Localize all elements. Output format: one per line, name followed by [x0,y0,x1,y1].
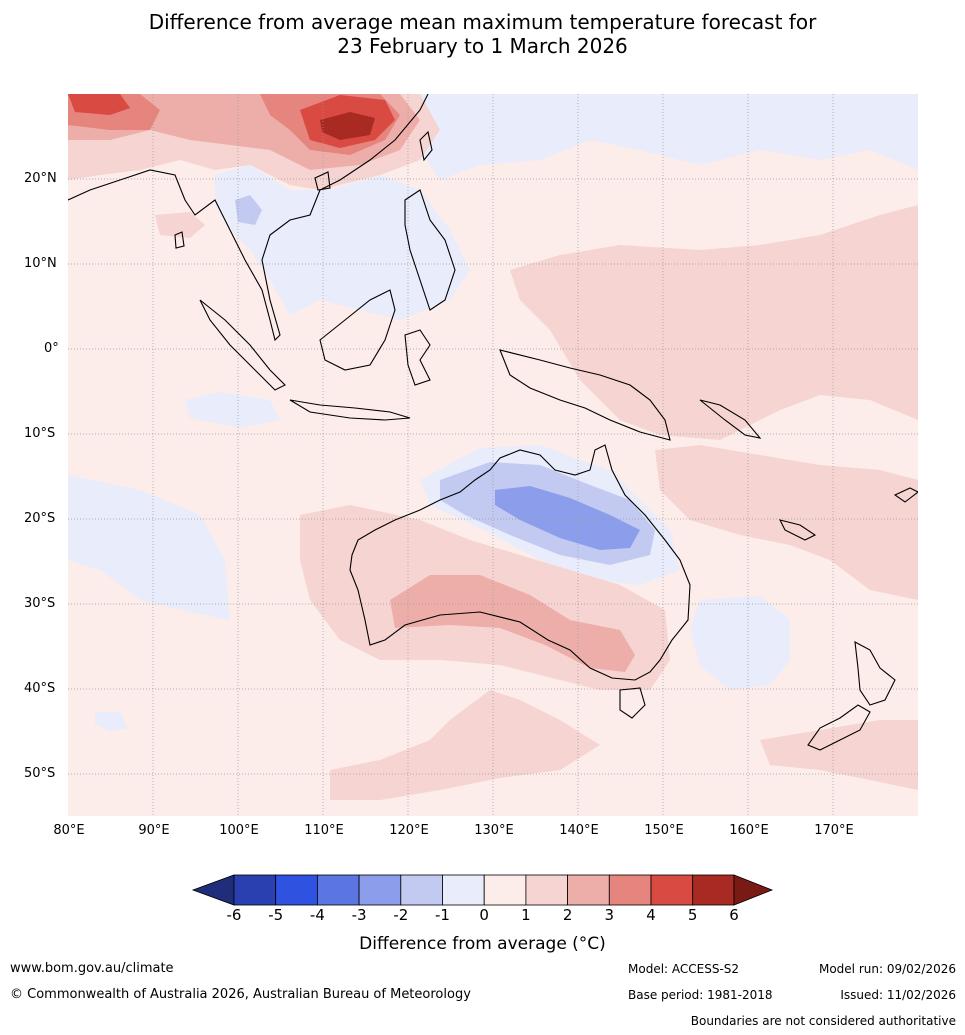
warm-region-china-core [320,112,375,140]
cool-region-indian-ocean-south [68,475,230,620]
lon-label-140e: 140°E [559,823,599,838]
title-line-2: 23 February to 1 March 2026 [337,34,628,58]
colorbar-bin-pos1 [525,874,569,906]
coastline-sulawesi [404,329,431,386]
cool-region-tasman-sea [690,596,790,690]
warm-region-western-pacific [510,205,918,440]
colorbar-label: Difference from average (°C) [359,934,606,954]
cool-region-indian-ocean-east [185,392,280,428]
colorbar [191,874,774,906]
colorbar-tick: -4 [309,906,325,924]
coastline-new-zealand-south [807,704,871,751]
model-run-date: Model run: 09/02/2026 [818,962,956,976]
graticule [68,94,918,816]
lon-label-150e: 150°E [644,823,684,838]
website-link[interactable]: www.bom.gov.au/climate [10,961,174,976]
lon-label-120e: 120°E [389,823,429,838]
lon-label-160e: 160°E [729,823,769,838]
coastline-fiji [893,487,918,503]
cool-region-indochina [235,195,262,225]
colorbar-bin-neg5 [275,874,318,906]
coastline-sri-lanka [174,231,185,249]
cool-region-south-china-sea [215,165,470,320]
coastline-philippines [404,189,456,311]
colorbar-tick: 5 [687,906,698,924]
colorbar-bin-neg3 [358,874,402,906]
warm-region-coral-sea [655,445,918,600]
colorbar-tick: 1 [521,906,531,924]
warm-region-himalaya-inner [68,94,130,115]
cool-region-australia-ring-2 [495,486,640,550]
colorbar-bin-neg4 [316,874,360,906]
coastline-new-caledonia [778,519,817,541]
colorbar-tick: 2 [562,906,573,924]
coastlines [68,94,918,751]
colorbar-bin-pos0 [483,874,527,906]
lon-label-170e: 170°E [814,823,854,838]
colorbar-tick: -5 [268,906,284,924]
colorbar-bin-neg1 [442,874,485,906]
lat-label-0: 0° [44,341,59,356]
issued-date: Issued: 11/02/2026 [840,988,956,1002]
lat-label-30s: 30°S [24,596,56,611]
colorbar-bin-pos3 [608,874,652,906]
colorbar-extend-high [733,874,774,906]
copyright-text: © Commonwealth of Australia 2026, Austra… [10,987,471,1002]
lat-label-20s: 20°S [24,511,56,526]
model-name: Model: ACCESS-S2 [628,962,740,976]
lon-label-100e: 100°E [219,823,259,838]
lon-label-80e: 80°E [53,823,85,838]
coastline-hainan [314,171,331,191]
lat-label-20n: 20°N [24,171,57,186]
coastline-sumatra [199,299,286,391]
cool-region-north-pacific [420,94,918,180]
lat-label-40s: 40°S [24,681,56,696]
coastline-asia-mainland [68,94,429,342]
warm-region-sri-lanka-bay [155,212,205,238]
colorbar-bin-pos5 [692,874,735,906]
coastline-new-guinea [499,349,671,441]
colorbar-tick: 6 [729,906,739,924]
lat-label-50s: 50°S [24,766,56,781]
coastline-java [289,399,411,421]
colorbar-bin-pos4 [650,874,694,906]
boundaries-disclaimer: Boundaries are not considered authoritat… [690,1014,956,1028]
colorbar-tick: -1 [435,906,450,924]
colorbar-bin-neg6 [233,874,277,906]
lon-label-130e: 130°E [474,823,514,838]
warm-region-southern-ocean-west [330,690,600,800]
warm-region-south-australia-core [390,575,635,672]
lon-label-90e: 90°E [138,823,170,838]
colorbar-bin-pos2 [567,874,610,906]
colorbar-tick: -3 [351,906,367,924]
colorbar-tick: 4 [646,906,656,924]
cool-region-great-australian-bight [95,712,128,732]
coastline-new-zealand-north [854,641,896,706]
coastline-taiwan [419,130,433,162]
colorbar-extend-low [191,874,235,906]
chart-title: Difference from average mean maximum tem… [0,10,965,58]
lat-label-10s: 10°S [24,426,56,441]
title-line-1: Difference from average mean maximum tem… [148,10,817,34]
coastline-tasmania [619,687,646,719]
colorbar-tick: 3 [604,906,615,924]
colorbar-tick: -6 [226,906,242,924]
lat-label-10n: 10°N [24,256,57,271]
colorbar-tick: 0 [479,906,489,924]
colorbar-tick: -2 [393,906,409,924]
coastline-australia [349,444,691,681]
colorbar-bin-neg2 [400,874,443,906]
base-period: Base period: 1981-2018 [628,988,773,1002]
coastline-borneo [319,289,396,371]
lon-label-110e: 110°E [304,823,344,838]
warm-region-southern-ocean-east [760,720,918,790]
coastline-solomon-islands [699,399,762,439]
